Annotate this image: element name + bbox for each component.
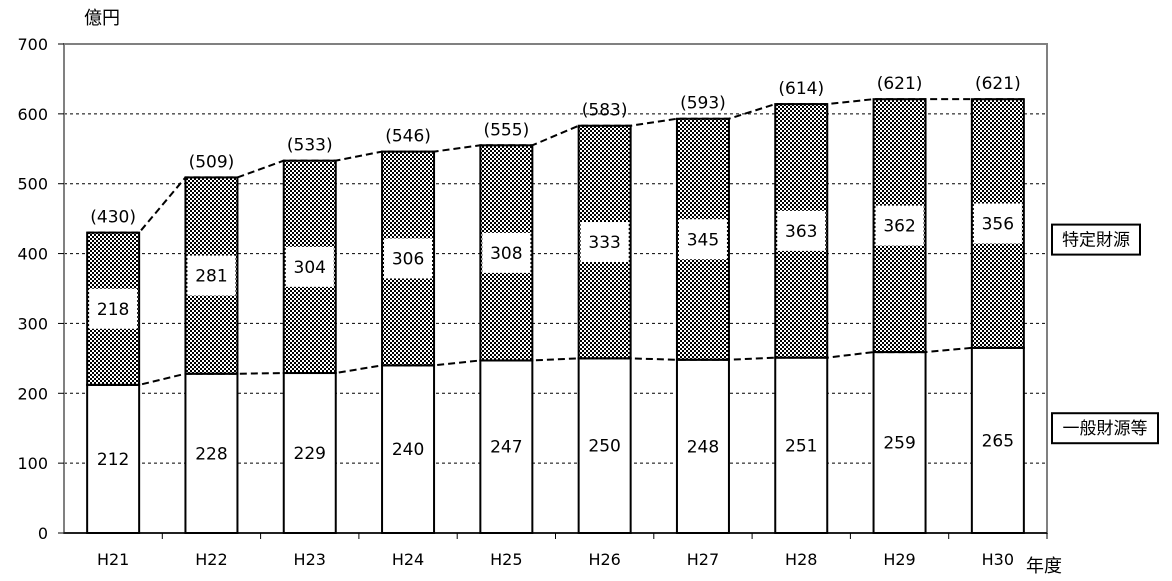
total-label: (430) — [90, 208, 136, 228]
y-tick-label: 0 — [38, 524, 48, 543]
total-label: (509) — [189, 152, 235, 172]
value-label-general: 240 — [392, 440, 424, 460]
value-label-specific: 363 — [785, 222, 817, 242]
value-label-specific: 308 — [490, 244, 522, 264]
value-label-box — [187, 255, 236, 296]
value-label-general: 212 — [97, 450, 129, 470]
value-label-box — [89, 288, 138, 329]
series-boundary-line-general — [87, 346, 1024, 386]
value-label-box — [384, 238, 433, 279]
value-label-specific: 362 — [883, 217, 915, 237]
x-tick-label: H30 — [982, 550, 1014, 569]
x-tick-label: H27 — [687, 550, 719, 569]
value-label-specific: 345 — [687, 230, 719, 250]
value-label-box — [678, 431, 727, 462]
total-label: (533) — [287, 136, 333, 156]
value-label-box — [187, 438, 236, 469]
value-label-box — [777, 430, 826, 461]
value-label-box — [678, 219, 727, 260]
value-label-specific: 356 — [982, 215, 1014, 235]
y-tick-label: 600 — [17, 105, 48, 124]
value-label-box — [482, 232, 531, 273]
value-label-specific: 218 — [97, 300, 129, 320]
value-label-specific: 281 — [195, 267, 227, 287]
series-name-label: 特定財源 — [1062, 231, 1130, 251]
y-tick-label: 400 — [17, 245, 48, 264]
value-label-specific: 304 — [294, 258, 326, 278]
y-tick-label: 700 — [17, 35, 48, 54]
plot-area: 0 100 200 300 400 500 600 700 H21 212 218 (430) H22 2… — [17, 35, 1159, 569]
x-tick-label: H26 — [588, 550, 620, 569]
value-label-general: 229 — [294, 444, 326, 464]
total-label: (583) — [582, 101, 628, 121]
series-name-box — [1051, 412, 1159, 445]
total-label: (621) — [975, 74, 1021, 94]
y-tick-label: 500 — [17, 175, 48, 194]
value-label-box — [580, 222, 629, 263]
value-label-box — [973, 425, 1022, 456]
value-label-box — [482, 431, 531, 462]
value-label-box — [973, 203, 1022, 244]
series-name-label: 一般財源等 — [1063, 419, 1148, 439]
y-axis-unit-label: 億円 — [84, 8, 120, 29]
value-label-specific: 333 — [588, 233, 620, 253]
x-axis-unit-label: 年度 — [1026, 556, 1062, 577]
total-label: (546) — [385, 127, 431, 147]
value-label-general: 228 — [195, 444, 227, 464]
series-total-line — [87, 98, 1024, 234]
value-label-box — [777, 210, 826, 251]
value-label-general: 250 — [588, 437, 620, 457]
value-label-general: 251 — [785, 436, 817, 456]
total-label: (621) — [877, 74, 923, 94]
y-tick-label: 100 — [17, 454, 48, 473]
x-tick-label: H23 — [294, 550, 326, 569]
value-label-general: 247 — [490, 438, 522, 458]
x-tick-label: H22 — [195, 550, 227, 569]
total-label: (593) — [680, 94, 726, 114]
value-label-box — [384, 434, 433, 465]
value-label-box — [89, 443, 138, 474]
y-tick-label: 200 — [17, 384, 48, 403]
x-tick-label: H25 — [490, 550, 522, 569]
series-name-box — [1051, 223, 1141, 256]
x-tick-label: H21 — [97, 550, 129, 569]
value-label-box — [285, 438, 334, 469]
total-label: (555) — [483, 120, 529, 140]
value-label-box — [580, 430, 629, 461]
value-label-specific: 306 — [392, 249, 424, 269]
value-label-box — [285, 246, 334, 287]
x-tick-label: H24 — [392, 550, 424, 569]
value-label-general: 265 — [982, 431, 1014, 451]
value-label-box — [875, 205, 924, 246]
y-tick-label: 300 — [17, 314, 48, 333]
x-tick-label: H29 — [883, 550, 915, 569]
value-label-box — [875, 427, 924, 458]
total-label: (614) — [778, 79, 824, 99]
value-label-general: 248 — [687, 437, 719, 457]
x-tick-label: H28 — [785, 550, 817, 569]
value-label-general: 259 — [883, 434, 915, 454]
